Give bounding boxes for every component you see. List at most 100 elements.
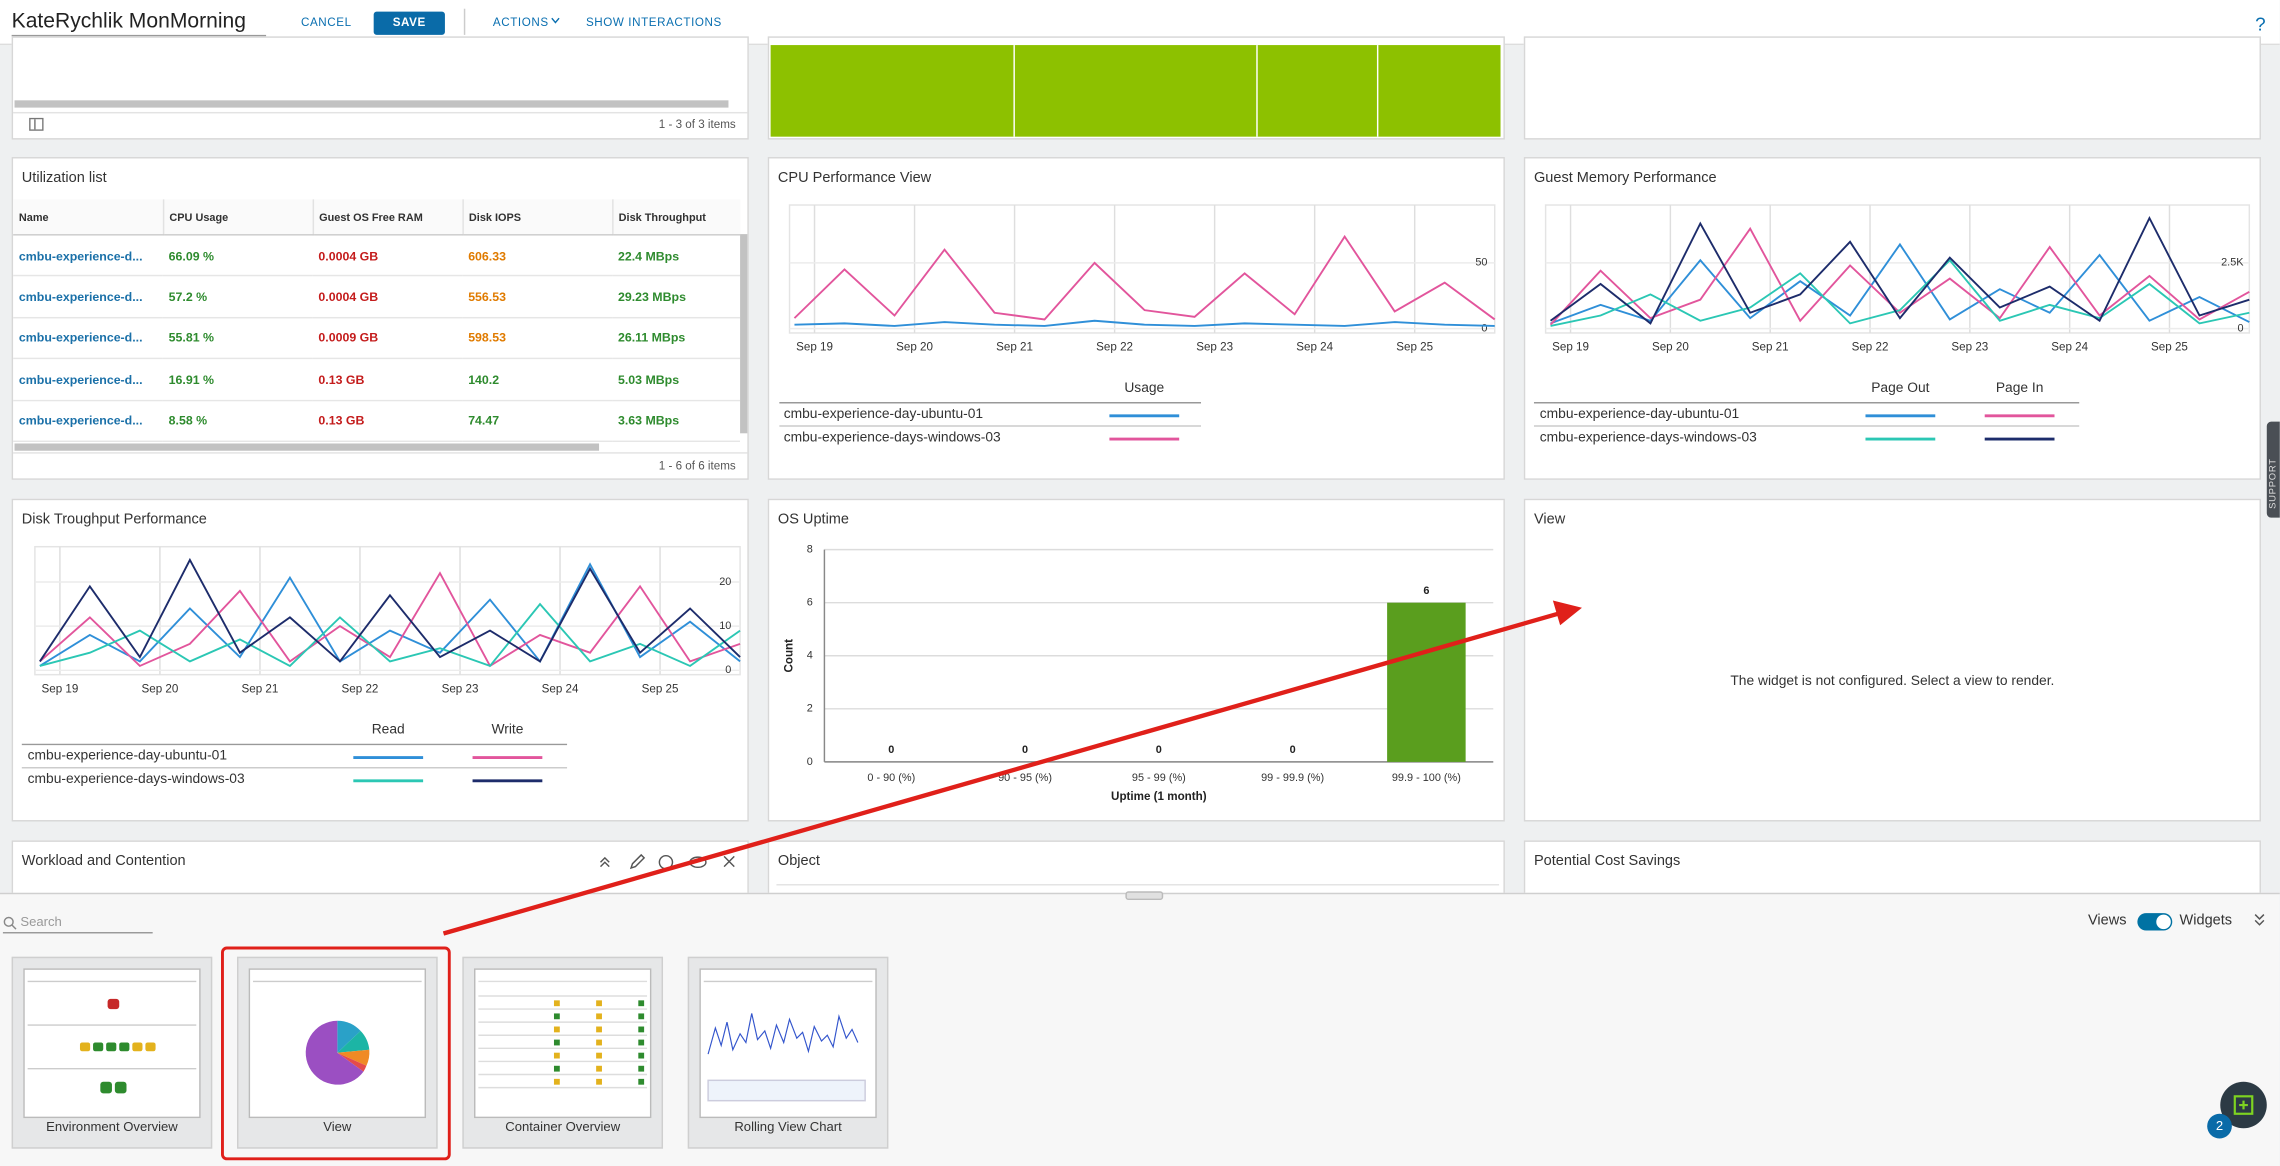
legend-column: Page Out [1871,379,1929,395]
x-tick-label: Sep 23 [442,682,479,695]
highlight-box [221,946,451,1161]
table-cell: 5.03 MBps [612,358,741,401]
thumbnail [474,968,652,1119]
library-item[interactable]: Rolling View Chart [687,956,889,1149]
thumbnail-art [27,980,197,1094]
widget-title: Object [777,853,820,870]
view-panel: View The widget is not configured. Selec… [1523,498,2261,822]
dashboard-title[interactable]: KateRychlik MonMorning [11,10,246,34]
y-axis-title: Count [783,639,796,673]
table-cell: 66.09 % [162,234,313,277]
assistant-icon [2233,1095,2254,1115]
heatmap-divider [1256,45,1258,137]
annotation-arrow [442,611,1560,936]
legend-column: Usage [1124,379,1164,395]
divider [463,8,466,35]
search-icon [3,916,17,930]
library-item[interactable]: Environment Overview [11,956,213,1149]
library-item[interactable]: Container Overview [462,956,664,1149]
actions-caret [551,17,560,24]
pagination: 1 - 3 of 3 items [658,117,736,131]
save-button[interactable]: SAVE [373,11,445,35]
plot-background [788,204,1496,334]
views-label[interactable]: Views [2087,913,2127,930]
table-cell: 0.13 GB [312,399,463,442]
series-line [794,319,1495,327]
y-tick-label: 20 [719,576,731,588]
help-button[interactable]: ? [2255,13,2266,35]
heatmap-divider [1376,45,1379,137]
table-row: cmbu-experience-d... 55.81 % 0.0009 GB 598.… [13,317,741,360]
x-tick-label: Sep 19 [1552,341,1589,354]
edit-icon[interactable] [629,853,646,870]
toggle-switch[interactable] [2137,913,2173,931]
x-tick-label: 99 - 99.9 (%) [1261,772,1324,784]
search-input[interactable]: Search [20,914,62,930]
x-tick-label: Sep 22 [1096,341,1133,354]
table-cell: 598.53 [462,317,613,360]
utilization-panel: Utilization list Name CPU Usage Guest OS F… [11,157,749,480]
item-label: Container Overview [505,1119,621,1135]
y-tick-label: 0 [1481,322,1487,334]
object-link: cmbu-experience-d... [13,399,163,442]
show-interactions[interactable]: SHOW INTERACTIONS [585,15,722,30]
title-underline [11,34,267,37]
value-label: 0 [1290,744,1296,756]
thumbnail-art [478,980,648,1089]
widget-title: Workload and Contention [21,853,186,870]
collapse-icon[interactable] [599,856,610,868]
x-tick-label: Sep 19 [796,341,833,354]
table-cell: 0.0004 GB [312,234,463,277]
value-label: 0 [888,744,894,756]
notification-badge[interactable]: 2 [2207,1113,2232,1139]
thumbnail [248,968,427,1119]
x-tick-label: 99.9 - 100 (%) [1392,772,1461,784]
legend-name: cmbu-experience-day-ubuntu-01 [784,405,983,421]
table-cell: 74.47 [462,399,613,442]
utilization-table: Name CPU Usage Guest OS Free RAM Disk IOPS D… [13,199,741,444]
y-tick-label: 4 [807,650,813,662]
legend-column: Write [491,721,523,737]
y-tick-label: 50 [1475,257,1487,269]
series-line [1549,226,2250,326]
object-link: cmbu-experience-d... [13,234,163,277]
save-label: SAVE [392,15,426,30]
x-tick-label: Sep 25 [2151,341,2188,354]
actions-menu[interactable]: ACTIONS [492,15,549,30]
collapse-library[interactable] [2254,913,2266,926]
series-line [793,234,1496,321]
widget-title: Guest Memory Performance [1533,170,1717,187]
thumbnail-art [703,980,873,1102]
x-tick-label: Sep 20 [1652,341,1689,354]
widget-panel [1523,36,2261,140]
x-tick-label: Sep 22 [342,682,379,695]
arrow-head [1552,600,1582,626]
vertical-scrollbar [740,234,748,434]
resize-handle[interactable] [1125,891,1164,901]
legend-name: cmbu-experience-days-windows-03 [1540,428,1757,444]
cancel-button[interactable]: CANCEL [300,15,352,30]
widgets-label[interactable]: Widgets [2179,913,2233,930]
x-tick-label: Sep 25 [1396,341,1433,354]
column-toggle-icon[interactable] [29,117,44,131]
table-row: cmbu-experience-d... 16.91 % 0.13 GB 140.2 5… [13,358,741,401]
close-icon[interactable] [723,855,735,868]
table-cell: 22.4 MBps [612,234,741,277]
empty-message: The widget is not configured. Select a v… [1730,673,2055,690]
widget-panel [767,36,1505,140]
x-tick-label: Sep 23 [1951,341,1988,354]
item-label: Rolling View Chart [734,1119,842,1135]
table-cell: 3.95 MBps [612,441,741,444]
column-header: Guest OS Free RAM [312,199,464,236]
table-cell: 140.2 [462,358,613,401]
series-line [39,557,741,663]
table-row: cmbu-experience-d... 66.09 % 0.0004 GB 606.… [13,234,741,277]
x-tick-label: Sep 24 [542,682,579,695]
support-tab[interactable]: SUPPORT [2266,421,2280,518]
series-line [39,571,741,668]
table-row: cmbu-experience-d... 8.58 % 0.13 GB 74.47 3.… [13,399,741,442]
widget-panel: 1 - 3 of 3 items [11,36,749,140]
library-item[interactable]: View [237,956,438,1149]
table-row: cmbu-experience-d... 57.2 % 0.0004 GB 556.5… [13,276,741,319]
